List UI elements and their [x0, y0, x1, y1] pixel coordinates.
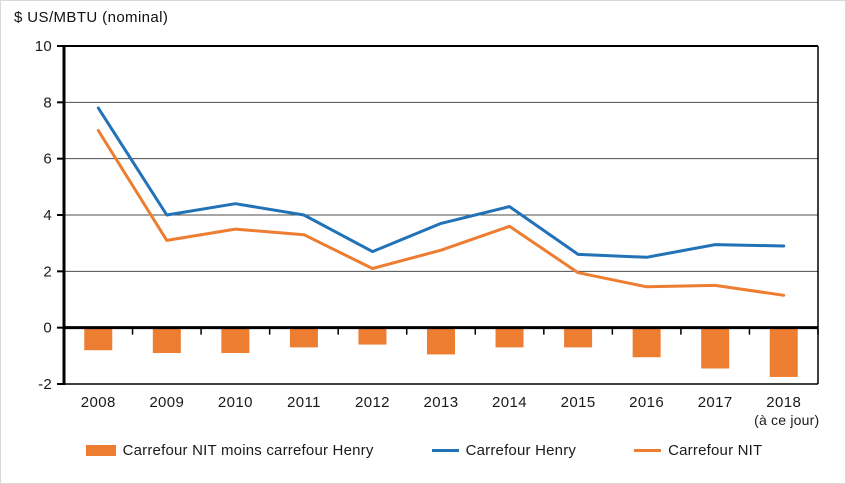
- line-swatch-nit-icon: [634, 449, 662, 452]
- bar-2014: [495, 327, 524, 348]
- chart-legend: Carrefour NIT moins carrefour Henry Carr…: [1, 442, 845, 459]
- y-tick-label: 2: [43, 263, 52, 280]
- x-tick-label: 2016: [629, 394, 664, 411]
- line-carrefour-nit: [96, 129, 786, 297]
- combo-chart-canvas: 10 8 6 4 2 0 -2 2008 2009 2010 2011 2012 2013 2014 201…: [35, 38, 819, 428]
- legend-label-nit-moins-henry: Carrefour NIT moins carrefour Henry: [122, 442, 374, 459]
- legend-item-henry: Carrefour Henry: [431, 442, 577, 459]
- bar-2016: [632, 327, 661, 358]
- x-tick-label: 2013: [424, 394, 459, 411]
- line-swatch-henry-icon: [431, 449, 459, 452]
- legend-label-henry: Carrefour Henry: [465, 442, 577, 459]
- bar-2013: [427, 327, 455, 355]
- bar-2015: [564, 327, 593, 348]
- y-tick-label: 8: [43, 94, 52, 111]
- y-tick-label: -2: [38, 376, 52, 393]
- bar-2012: [358, 327, 387, 345]
- bar-2011: [289, 327, 318, 348]
- bar-swatch-icon: [85, 445, 116, 456]
- bar-2010: [221, 327, 250, 354]
- legend-item-nit-moins-henry: Carrefour NIT moins carrefour Henry: [85, 442, 374, 459]
- x-tick-label: 2008: [81, 394, 116, 411]
- x-tick-label: 2015: [561, 394, 596, 411]
- line-carrefour-henry: [96, 106, 786, 259]
- y-axis-title: $ US/MBTU (nominal): [14, 9, 169, 26]
- bar-2018: [769, 327, 798, 377]
- x-tick-label: 2014: [492, 394, 527, 411]
- x-tick-label: 2017: [698, 394, 733, 411]
- x-tick-label: 2018: [766, 394, 801, 411]
- x-tick-label: 2009: [149, 394, 184, 411]
- x-tick-label: 2011: [287, 394, 321, 411]
- y-tick-label: 4: [43, 207, 52, 224]
- legend-item-nit: Carrefour NIT: [634, 442, 762, 459]
- y-tick-label: 0: [43, 320, 52, 337]
- legend-label-nit: Carrefour NIT: [668, 442, 763, 459]
- bar-2017: [701, 327, 730, 369]
- x-tick-label: 2012: [355, 394, 390, 411]
- x-tick-label: 2010: [218, 394, 253, 411]
- bar-2009: [152, 327, 181, 354]
- bar-2008: [84, 327, 113, 351]
- y-tick-label: 6: [43, 151, 52, 168]
- y-tick-label: 10: [35, 38, 52, 55]
- x-tick-note: (à ce jour): [754, 412, 819, 428]
